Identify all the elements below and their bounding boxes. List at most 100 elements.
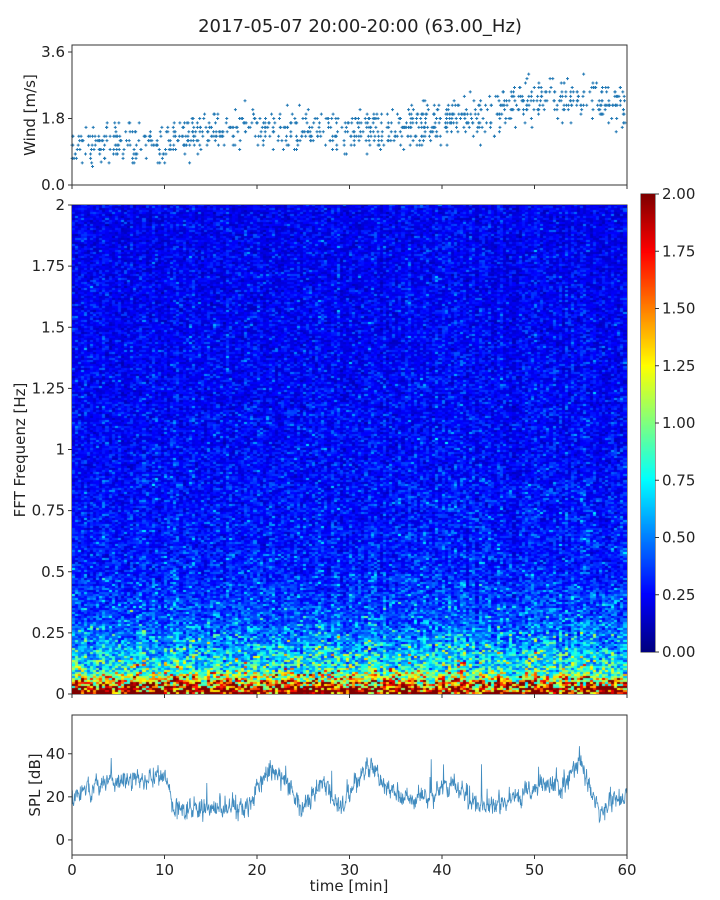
wind-point <box>513 125 517 129</box>
wind-point <box>312 121 316 125</box>
wind-point <box>455 125 459 129</box>
wind-point <box>131 161 135 165</box>
wind-point <box>571 99 575 103</box>
wind-point <box>380 134 384 138</box>
wind-point <box>304 117 308 120</box>
wind-point <box>270 112 274 116</box>
wind-point <box>559 99 563 103</box>
wind-point <box>575 99 579 103</box>
wind-point <box>285 143 289 147</box>
wind-point <box>134 143 138 147</box>
wind-point <box>423 121 427 125</box>
spl-frame <box>71 714 628 856</box>
spl-ytick-label: 40 <box>46 745 65 763</box>
wind-point <box>515 103 519 107</box>
wind-point <box>375 112 379 116</box>
wind-point <box>130 130 134 134</box>
wind-point <box>250 121 254 125</box>
wind-point <box>600 85 604 89</box>
wind-point <box>380 112 384 116</box>
wind-point <box>595 81 599 85</box>
wind-point <box>555 108 559 112</box>
wind-point <box>623 121 627 125</box>
wind-point <box>479 99 483 103</box>
wind-point <box>366 134 370 138</box>
wind-ytick-label: 1.8 <box>41 110 65 128</box>
wind-point <box>306 108 310 112</box>
wind-point <box>536 94 540 98</box>
wind-point <box>397 121 401 125</box>
wind-point <box>257 134 261 138</box>
wind-point <box>476 125 480 129</box>
wind-point <box>300 134 304 138</box>
wind-point <box>196 152 200 156</box>
wind-point <box>172 130 176 134</box>
wind-point <box>79 134 83 138</box>
wind-point <box>465 121 469 125</box>
wind-point <box>216 117 220 120</box>
wind-point <box>213 121 217 125</box>
wind-point <box>387 139 391 143</box>
wind-point <box>435 134 439 138</box>
wind-point <box>523 81 527 85</box>
wind-point <box>285 103 289 107</box>
wind-point <box>596 103 600 107</box>
wind-point <box>419 117 423 120</box>
wind-point <box>406 134 410 138</box>
wind-point <box>354 134 358 138</box>
wind-point <box>422 125 426 129</box>
wind-point <box>623 99 627 103</box>
wind-point <box>347 121 351 125</box>
wind-point <box>419 134 423 138</box>
wind-point <box>342 139 346 143</box>
wind-point <box>167 139 171 143</box>
wind-point <box>231 125 235 129</box>
wind-point <box>218 134 222 138</box>
wind-point <box>201 134 205 138</box>
wind-point <box>562 81 566 85</box>
wind-point <box>260 125 264 129</box>
wind-point <box>293 121 297 125</box>
wind-point <box>117 121 121 125</box>
wind-point <box>243 121 247 125</box>
wind-point <box>198 143 202 147</box>
wind-point <box>207 121 211 125</box>
wind-point <box>144 134 148 138</box>
wind-point <box>479 143 483 147</box>
wind-point <box>361 130 365 134</box>
wind-point <box>336 130 340 134</box>
wind-point <box>367 139 371 143</box>
wind-point <box>365 125 369 129</box>
wind-point <box>173 134 177 138</box>
wind-point <box>330 117 334 120</box>
wind-ylabel: Wind [m/s] <box>21 74 39 156</box>
wind-point <box>198 130 202 134</box>
wind-point <box>437 103 441 107</box>
wind-point <box>206 130 210 134</box>
wind-point <box>373 134 377 138</box>
wind-point <box>277 134 281 138</box>
wind-point <box>92 148 96 152</box>
wind-point <box>253 134 257 138</box>
wind-point <box>411 108 415 112</box>
wind-point <box>73 152 77 156</box>
wind-point <box>621 90 625 94</box>
wind-point <box>457 112 461 116</box>
wind-point <box>217 130 221 134</box>
wind-point <box>293 148 297 152</box>
wind-point <box>445 143 449 147</box>
wind-point <box>425 112 429 116</box>
wind-point <box>521 99 525 103</box>
wind-point <box>372 112 376 116</box>
wind-point <box>121 156 125 160</box>
wind-point <box>446 103 450 107</box>
wind-point <box>112 134 116 138</box>
wind-point <box>238 117 242 120</box>
wind-point <box>579 112 583 116</box>
wind-point <box>327 125 331 129</box>
wind-point <box>97 139 101 143</box>
wind-point <box>155 143 159 147</box>
wind-point <box>132 152 136 156</box>
wind-point <box>155 139 159 143</box>
